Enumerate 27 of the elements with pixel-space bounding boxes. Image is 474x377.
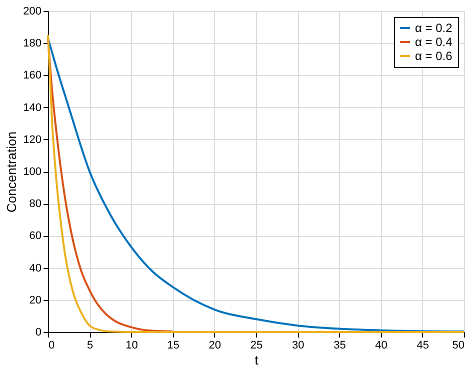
y-tick-label: 0 — [35, 326, 42, 338]
x-tick-label: 15 — [167, 340, 180, 352]
x-tick-label: 25 — [250, 340, 263, 352]
y-tick-label: 200 — [23, 6, 42, 18]
y-tick-label: 120 — [23, 134, 42, 146]
y-axis-title: Concentration — [4, 132, 20, 212]
legend-label: α = 0.4 — [415, 35, 453, 49]
x-axis-title: t — [254, 352, 259, 368]
y-tick-label: 20 — [29, 294, 42, 306]
y-tick-label: 80 — [29, 198, 42, 210]
x-tick-label: 50 — [452, 340, 464, 352]
legend-label: α = 0.6 — [415, 49, 453, 63]
legend-label: α = 0.2 — [415, 21, 453, 35]
x-tick-label: 20 — [208, 340, 222, 352]
x-tick-label: 30 — [292, 340, 304, 352]
x-tick-label: 5 — [87, 340, 94, 352]
y-tick-label: 160 — [23, 70, 42, 82]
x-tick-label: 10 — [126, 340, 138, 352]
y-tick-label: 180 — [23, 38, 42, 50]
x-tick-label: 45 — [416, 340, 430, 352]
x-tick-label: 35 — [334, 340, 346, 352]
y-tick-label: 60 — [29, 230, 42, 242]
y-tick-label: 140 — [23, 102, 42, 114]
x-tick-label: 0 — [48, 340, 55, 352]
x-tick-label: 40 — [375, 340, 388, 352]
y-tick-label: 40 — [29, 262, 42, 274]
y-tick-label: 100 — [23, 166, 42, 178]
